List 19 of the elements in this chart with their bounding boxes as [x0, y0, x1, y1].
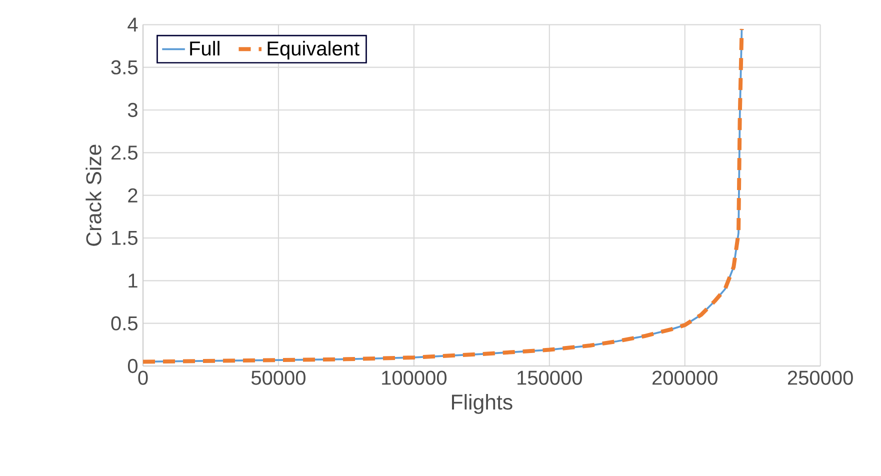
- x-tick-label: 50000: [251, 370, 306, 385]
- y-tick-label: 4: [128, 18, 138, 32]
- x-axis-title: Flights: [452, 394, 512, 414]
- y-tick-label: 3.5: [111, 60, 138, 74]
- y-tick-label: 0.5: [111, 316, 138, 330]
- legend-label: Full: [190, 40, 220, 56]
- legend-label: Equivalent: [268, 40, 360, 60]
- x-tick-label: 200000: [652, 370, 718, 385]
- y-tick-label: 2: [128, 188, 138, 202]
- y-axis-title: Crack Size: [86, 144, 102, 246]
- x-tick-label: 100000: [382, 370, 446, 385]
- y-tick-label: 1.5: [112, 231, 138, 245]
- x-tick-label: 250000: [788, 370, 853, 385]
- y-tick-label: 0: [128, 358, 138, 374]
- x-tick-label: 150000: [518, 370, 582, 385]
- y-tick-label: 1: [128, 274, 138, 288]
- y-tick-label: 2.5: [111, 146, 138, 160]
- y-tick-label: 3: [128, 102, 138, 118]
- x-tick-label: 0: [138, 370, 148, 385]
